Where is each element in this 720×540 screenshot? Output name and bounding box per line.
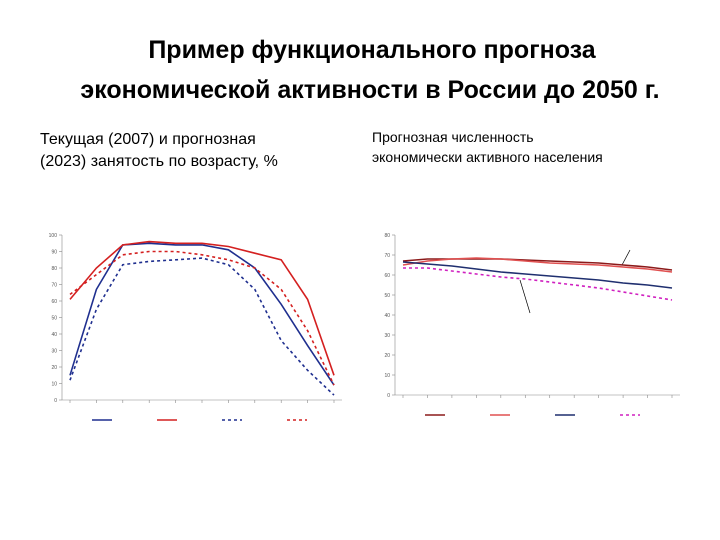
y-tick-label: 90 (51, 250, 57, 256)
data-line (69, 242, 335, 386)
data-line (69, 257, 335, 396)
y-tick-label: 30 (384, 333, 390, 339)
y-tick-label: 20 (384, 353, 390, 359)
chart-title: экономически активного населения (372, 149, 603, 165)
y-tick-label: 0 (387, 393, 390, 399)
chart-title: (2023) занятость по возрасту, % (40, 153, 278, 170)
y-tick-label: 50 (51, 316, 57, 322)
y-tick-label: 100 (49, 233, 58, 239)
y-tick-label: 30 (51, 349, 57, 355)
data-line (402, 257, 673, 273)
data-line (403, 267, 673, 301)
data-line (69, 240, 335, 376)
slide-title: Пример функционального прогноза (148, 36, 596, 64)
y-tick-label: 10 (51, 382, 57, 388)
y-tick-label: 80 (384, 233, 390, 239)
y-tick-label: 10 (384, 373, 390, 379)
chart-title: Прогнозная численность (372, 129, 534, 145)
y-tick-label: 40 (384, 313, 390, 319)
slide-title: экономической активности в России до 205… (80, 76, 659, 104)
data-line (402, 261, 673, 289)
y-tick-label: 60 (51, 299, 57, 305)
y-tick-label: 60 (384, 273, 390, 279)
annotation-arrow (621, 249, 631, 266)
annotation-arrow (519, 279, 531, 314)
chart-title: Текущая (2007) и прогнозная (40, 131, 256, 148)
y-tick-label: 70 (51, 283, 57, 289)
y-tick-label: 50 (384, 293, 390, 299)
y-tick-label: 20 (51, 365, 57, 371)
y-tick-label: 0 (54, 398, 57, 404)
y-tick-label: 40 (51, 332, 57, 338)
y-tick-label: 70 (384, 253, 390, 259)
data-line (69, 250, 335, 386)
y-tick-label: 80 (51, 266, 57, 272)
